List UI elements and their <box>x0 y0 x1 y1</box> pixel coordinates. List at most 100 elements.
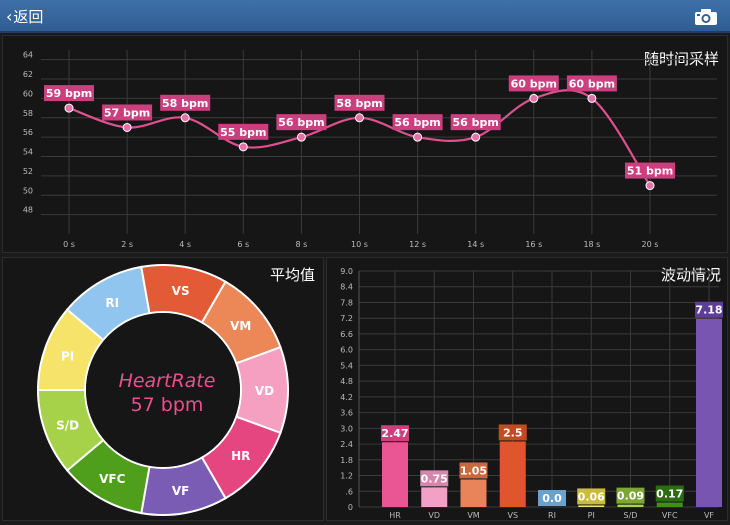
data-label-bg <box>566 75 617 92</box>
sampling-line-chart: 64 62 60 58 56 54 52 50 48 0 s 2 s 4 s 6 s 8 s 10 s 12 … <box>23 50 717 249</box>
data-label: 58 bpm <box>336 97 382 110</box>
x-tick-label: 8 s <box>295 240 307 249</box>
data-point <box>413 132 423 142</box>
top-bar: ‹返回 <box>0 0 730 33</box>
y-tick-label: 7.2 <box>340 314 353 323</box>
data-label-bg <box>218 123 269 140</box>
sampling-chart-title: 随时间采样 <box>643 50 719 68</box>
y-tick-label: 64 <box>23 51 33 60</box>
y-tick-label: 3.0 <box>340 424 353 433</box>
bar-value-label: 0.75 <box>421 472 448 485</box>
x-tick-label: VD <box>428 511 440 520</box>
data-point <box>296 132 306 142</box>
chevron-left-icon: ‹ <box>6 7 13 26</box>
bar-value-label-bg <box>381 425 409 442</box>
data-point <box>122 122 132 132</box>
donut-slice <box>235 345 289 435</box>
bar <box>617 504 644 507</box>
data-label-bg <box>450 114 501 131</box>
back-button[interactable]: ‹返回 <box>6 6 43 27</box>
y-tick-label: 8.4 <box>340 283 353 292</box>
bar <box>421 487 448 507</box>
data-label-bg <box>160 94 211 111</box>
y-tick-label: 0 <box>348 503 353 512</box>
y-tick-label: 2.4 <box>340 440 353 449</box>
y-tick-label: 48 <box>23 206 33 215</box>
data-label: 59 bpm <box>46 87 92 100</box>
bar-value-label-bg <box>655 485 684 502</box>
data-label-bg <box>44 85 94 102</box>
fluctuation-bar-chart: 9.0 8.4 7.8 7.2 6.6 6.0 5.4 4.8 4.2 3.6 3.0 2.4 1.8 1… <box>340 267 723 520</box>
x-tick-label: VM <box>467 511 479 520</box>
data-label: 60 bpm <box>569 77 615 90</box>
x-tick-label: 16 s <box>525 240 542 249</box>
x-tick-label: VFC <box>662 511 678 520</box>
donut-center-label: HeartRate <box>118 370 216 392</box>
bar-value-label-bg <box>616 487 645 504</box>
donut-slice-label: S/D <box>56 419 79 433</box>
x-tick-label: 6 s <box>237 240 249 249</box>
x-tick-label: VS <box>507 511 518 520</box>
bar-value-label: 0.06 <box>578 490 605 503</box>
x-tick-label: 4 s <box>179 240 191 249</box>
fluctuation-panel: 波动情况 9.0 8.4 7.8 7.2 6.6 6.0 5.4 4.8 4.2 3.6 3.0 2.… <box>326 257 728 521</box>
bar-value-label: 0.17 <box>656 488 683 501</box>
bar <box>578 505 605 507</box>
bar-value-label-bg <box>420 470 449 487</box>
y-tick-label: 54 <box>23 148 33 157</box>
donut-slice-label: RI <box>105 296 119 310</box>
x-tick-label: PI <box>588 511 595 520</box>
data-label-bg <box>276 114 327 131</box>
bar-value-label: 2.47 <box>381 427 408 440</box>
bar <box>460 479 487 507</box>
x-tick-label: 10 s <box>351 240 368 249</box>
donut-slice-label: VM <box>230 319 251 333</box>
donut-slice-label: VD <box>255 384 274 398</box>
bar-value-label: 0.0 <box>542 492 562 505</box>
data-label-bg <box>392 114 443 131</box>
data-point <box>64 103 74 113</box>
data-point <box>180 113 190 123</box>
y-tick-label: 56 <box>23 128 33 137</box>
x-tick-label: 20 s <box>642 240 659 249</box>
average-title: 平均值 <box>269 266 315 284</box>
bar <box>696 318 722 507</box>
y-tick-label: 52 <box>23 167 33 176</box>
data-label: 55 bpm <box>220 126 266 139</box>
bar <box>499 441 526 507</box>
x-tick-label: 2 s <box>121 240 133 249</box>
x-tick-label: S/D <box>624 511 638 520</box>
data-point <box>355 113 364 123</box>
data-label: 56 bpm <box>394 116 440 129</box>
x-tick-label: 12 s <box>409 240 426 249</box>
y-tick-label: 4.2 <box>340 393 353 402</box>
data-point <box>238 142 248 152</box>
back-label: 返回 <box>13 8 44 26</box>
data-point <box>529 93 539 103</box>
bar <box>656 502 683 507</box>
y-tick-label: 1.2 <box>340 472 353 481</box>
data-label: 58 bpm <box>162 97 208 110</box>
x-tick-label: HR <box>389 511 401 520</box>
y-tick-label: 9.0 <box>340 267 353 276</box>
bar-value-label-bg <box>459 462 488 479</box>
data-point <box>471 132 481 142</box>
y-tick-label: 60 <box>23 89 33 98</box>
y-tick-label: 1.8 <box>340 456 353 465</box>
bar-value-label: 1.05 <box>460 464 487 477</box>
data-point <box>645 181 655 191</box>
x-tick-label: RI <box>548 511 556 520</box>
y-tick-label: 3.6 <box>340 409 353 418</box>
bar <box>382 442 408 507</box>
camera-icon[interactable] <box>694 8 718 26</box>
y-tick-label: 62 <box>23 70 33 79</box>
y-tick-label: 50 <box>23 186 33 195</box>
donut-slice-label: HR <box>231 449 250 463</box>
bar-value-label-bg <box>498 424 527 441</box>
donut-center-value: 57 bpm <box>130 394 204 416</box>
data-label-bg <box>334 94 385 111</box>
x-tick-label: 18 s <box>583 240 600 249</box>
x-tick-label: 0 s <box>63 240 75 249</box>
bar-value-label-bg <box>538 490 566 506</box>
data-label: 51 bpm <box>627 165 673 178</box>
